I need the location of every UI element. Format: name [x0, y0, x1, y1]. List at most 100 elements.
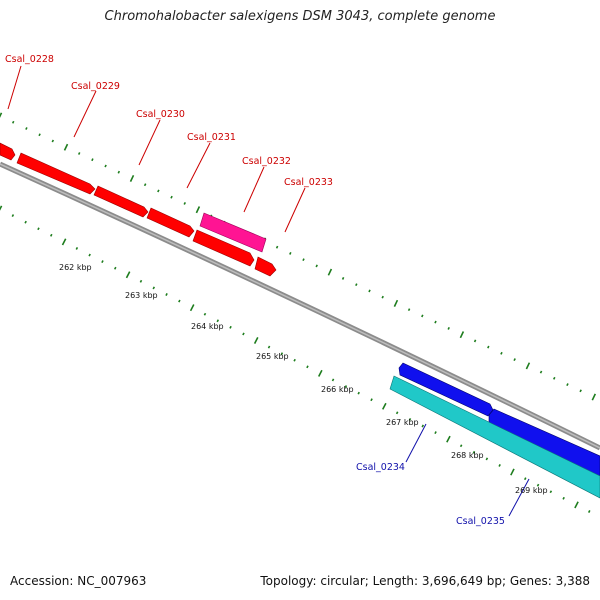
accession-text: Accession: NC_007963	[10, 574, 147, 588]
leader-csal-0234	[405, 423, 427, 463]
inner-minor-tick	[101, 260, 104, 264]
figure-title: Chromohalobacter salexigens DSM 3043, co…	[104, 9, 496, 24]
inner-minor-tick	[242, 332, 245, 336]
inner-minor-tick	[421, 424, 425, 428]
leader-csal-0229	[73, 90, 97, 138]
gene-label-csal-0230[interactable]: Csal_0230	[136, 109, 185, 120]
gene-label-csal-0235[interactable]: Csal_0235	[456, 516, 505, 527]
outer-minor-tick	[381, 295, 384, 299]
outer-minor-tick	[183, 202, 187, 205]
outer-minor-tick	[566, 383, 569, 387]
inner-minor-tick	[357, 391, 360, 395]
outer-minor-tick	[539, 370, 543, 374]
outer-minor-tick	[341, 276, 345, 280]
gene-arrow-csal-0228[interactable]	[0, 142, 16, 161]
gene-arrow-csal-0234[interactable]	[398, 362, 494, 417]
outer-major-tick	[525, 362, 531, 370]
outer-minor-tick	[487, 345, 490, 349]
leader-csal-0231	[186, 142, 211, 189]
outer-minor-tick	[91, 158, 94, 162]
gene-arrow-csal-0229[interactable]	[16, 152, 96, 195]
inner-minor-tick	[229, 325, 232, 329]
inner-minor-tick	[178, 299, 181, 303]
inner-minor-tick	[88, 253, 91, 257]
inner-minor-tick	[395, 411, 399, 415]
gene-arrow-csal-0232-highlight[interactable]	[199, 212, 267, 253]
outer-minor-tick	[143, 183, 147, 187]
gene-label-csal-0231[interactable]: Csal_0231	[187, 132, 236, 143]
inner-minor-tick	[536, 483, 540, 487]
gene-label-csal-0229[interactable]: Csal_0229	[71, 81, 120, 92]
label-leaders	[7, 65, 530, 517]
outer-minor-tick	[77, 152, 81, 155]
inner-minor-tick	[344, 385, 348, 388]
inner-major-tick	[125, 271, 131, 279]
inner-major-tick	[61, 238, 67, 246]
outer-minor-tick	[117, 170, 121, 174]
outer-major-tick	[591, 393, 597, 401]
outer-major-tick	[459, 331, 465, 339]
outer-minor-tick	[500, 351, 503, 355]
outer-minor-tick	[289, 251, 292, 255]
outer-minor-tick	[447, 326, 450, 330]
scale-label-267: 267 kbp	[386, 418, 419, 427]
inner-minor-tick	[37, 227, 40, 231]
inner-minor-tick	[139, 279, 143, 283]
gene-label-csal-0234[interactable]: Csal_0234	[356, 462, 405, 473]
inner-minor-tick	[434, 431, 437, 435]
inner-minor-tick	[587, 510, 591, 513]
inner-major-tick	[446, 435, 451, 443]
inner-minor-tick	[280, 352, 284, 356]
outer-minor-tick	[275, 245, 279, 249]
inner-major-tick	[253, 337, 259, 344]
backbone	[0, 161, 600, 451]
gene-arrow-csal-0234-highlight[interactable]	[389, 375, 600, 499]
inner-minor-tick	[49, 233, 53, 237]
inner-minor-tick	[216, 319, 220, 323]
inner-major-tick	[381, 402, 387, 410]
scale-label-268: 268 kbp	[451, 451, 484, 460]
outer-minor-tick	[104, 164, 107, 168]
leader-csal-0232	[243, 166, 265, 213]
gene-label-csal-0233[interactable]: Csal_0233	[284, 177, 333, 188]
outer-minor-tick	[421, 314, 424, 318]
gene-arrow-csal-0233[interactable]	[254, 256, 277, 277]
gene-label-csal-0228[interactable]: Csal_0228	[5, 54, 54, 65]
gene-arrow-csal-0230[interactable]	[93, 185, 149, 218]
outer-major-tick	[195, 206, 201, 214]
inner-minor-tick	[370, 398, 373, 402]
outer-minor-tick	[513, 358, 516, 362]
outer-major-tick	[129, 174, 135, 182]
outer-minor-tick	[473, 339, 477, 343]
inner-minor-tick	[498, 464, 501, 467]
outer-minor-tick	[51, 139, 55, 143]
leader-csal-0228	[7, 65, 22, 110]
inner-minor-tick	[549, 490, 553, 494]
inner-minor-tick	[267, 345, 271, 349]
inner-minor-tick	[331, 378, 335, 382]
outer-minor-tick	[38, 133, 41, 137]
inner-minor-tick	[152, 286, 156, 290]
gene-arrow-csal-0231[interactable]	[146, 207, 195, 238]
gene-label-csal-0232[interactable]: Csal_0232	[242, 156, 291, 167]
leader-csal-0230	[138, 119, 161, 166]
inner-minor-tick	[11, 214, 15, 217]
inner-major-tick	[510, 468, 515, 476]
inner-major-tick	[317, 369, 323, 377]
outer-minor-tick	[407, 308, 411, 312]
outer-minor-tick	[552, 376, 556, 380]
leader-csal-0233	[284, 187, 306, 233]
inner-minor-tick	[562, 496, 565, 500]
gene-arrow-csal-0232-red[interactable]	[192, 229, 255, 267]
inner-minor-tick	[293, 358, 296, 362]
outer-minor-tick	[434, 320, 437, 324]
outer-minor-tick	[368, 289, 371, 293]
inner-minor-tick	[523, 477, 527, 481]
outer-major-tick	[0, 112, 3, 118]
gene-labels: Csal_0228 Csal_0229 Csal_0230 Csal_0231 …	[5, 54, 505, 527]
backbone-highlight	[0, 163, 600, 449]
outer-major-tick	[327, 268, 333, 276]
scale-label-265: 265 kbp	[256, 352, 289, 361]
outer-minor-tick	[11, 120, 15, 124]
